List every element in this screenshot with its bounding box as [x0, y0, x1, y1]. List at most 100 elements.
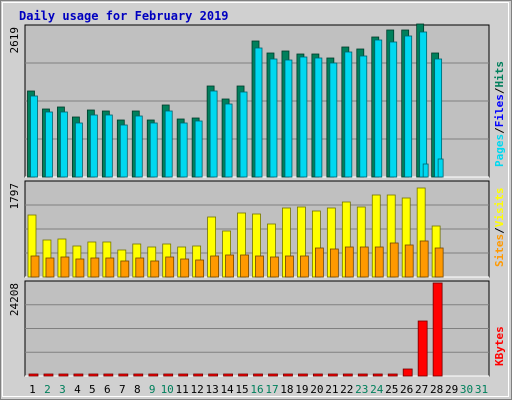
bar-files-day-15: [239, 91, 248, 178]
bar-files-day-25: [389, 41, 398, 178]
bar-pages-day-27: [422, 163, 429, 178]
bar-kbytes-day-13: [208, 373, 219, 377]
bar-sites-day-8: [135, 257, 145, 278]
x-tick-label: 23: [355, 383, 368, 396]
bar-kbytes-day-10: [163, 373, 174, 377]
bar-sites-day-15: [240, 254, 249, 278]
bar-sites-day-10: [165, 256, 175, 278]
bar-kbytes-day-2: [43, 373, 54, 377]
x-tick-label: 13: [205, 383, 218, 396]
bar-files-day-22: [344, 51, 353, 178]
legend-entry: Pages: [493, 134, 506, 167]
legend-entry: /: [493, 227, 506, 234]
panel-max-label: 2619: [8, 27, 21, 54]
x-tick-label: 25: [385, 383, 398, 396]
bar-kbytes-day-21: [327, 373, 338, 377]
x-tick-label: 18: [280, 383, 293, 396]
bar-sites-day-2: [45, 257, 55, 278]
bar-sites-day-5: [90, 257, 100, 278]
x-tick-label: 29: [445, 383, 458, 396]
bar-files-day-13: [209, 90, 218, 178]
bar-files-day-4: [75, 122, 83, 178]
x-tick-label: 11: [176, 383, 189, 396]
x-tick-label: 4: [74, 383, 81, 396]
legend-entry: Visits: [493, 188, 506, 228]
x-tick-label: 24: [370, 383, 384, 396]
bar-kbytes-day-9: [148, 373, 159, 377]
bar-sites-day-7: [120, 260, 130, 278]
bar-files-day-21: [329, 62, 338, 178]
x-tick-label: 30: [460, 383, 473, 396]
series-kbytes: [28, 282, 443, 377]
bar-sites-day-3: [60, 256, 70, 278]
x-tick-label: 27: [415, 383, 428, 396]
panel-kbytes: 24208 KBytes: [8, 280, 506, 377]
bar-kbytes-day-1: [28, 373, 39, 377]
bar-sites-day-18: [285, 255, 294, 278]
panel-legend: Sites/Visits: [493, 188, 506, 268]
x-tick-label: 22: [340, 383, 353, 396]
bar-files-day-16: [254, 47, 263, 178]
bar-kbytes-day-24: [372, 373, 383, 377]
x-tick-label: 6: [104, 383, 111, 396]
bar-sites-day-14: [225, 254, 234, 278]
x-tick-label: 20: [310, 383, 323, 396]
bar-files-day-17: [269, 58, 278, 178]
series-pages: [422, 158, 444, 178]
bar-sites-day-22: [344, 246, 354, 278]
bar-kbytes-day-26: [402, 368, 413, 377]
bar-files-day-1: [30, 95, 38, 178]
bar-files-day-7: [119, 124, 128, 178]
bar-sites-day-17: [270, 256, 279, 278]
bar-files-day-6: [104, 114, 113, 178]
bar-files-day-10: [164, 110, 173, 178]
bar-kbytes-day-3: [58, 373, 69, 377]
bar-kbytes-day-18: [283, 373, 293, 377]
bar-sites-day-1: [30, 255, 40, 278]
bar-sites-day-16: [255, 255, 264, 278]
bar-sites-day-23: [359, 246, 369, 278]
bar-kbytes-day-6: [103, 373, 114, 377]
bar-files-day-23: [359, 55, 368, 178]
series-sites: [30, 240, 444, 278]
x-tick-label: 15: [235, 383, 248, 396]
bar-kbytes-day-8: [133, 373, 144, 377]
bar-sites-day-19: [300, 255, 309, 278]
bar-kbytes-day-20: [312, 373, 323, 377]
frame-inner: [2, 2, 509, 397]
chart-panels: 2619Pages/Files/Hits1797Sites/Visits2420…: [8, 23, 506, 377]
series-files: [30, 31, 443, 178]
panel-legend: KBytes: [493, 326, 506, 366]
bar-files-day-18: [284, 59, 293, 178]
bar-kbytes-day-16: [253, 373, 263, 377]
bar-files-day-12: [194, 120, 203, 178]
x-tick-label: 9: [149, 383, 156, 396]
x-tick-label: 7: [119, 383, 126, 396]
bar-sites-day-25: [389, 242, 399, 278]
legend-entry: Files: [493, 94, 506, 127]
bar-sites-day-20: [314, 247, 324, 278]
bar-sites-day-13: [210, 255, 220, 278]
bar-sites-day-24: [374, 246, 384, 278]
panel-max-label: 24208: [8, 283, 21, 316]
bar-kbytes-day-12: [193, 373, 204, 377]
bar-kbytes-day-27: [417, 320, 428, 377]
x-tick-label: 14: [220, 383, 234, 396]
panel-visits-sites: 1797 Sites/Visits: [8, 180, 506, 278]
bar-kbytes-day-19: [298, 373, 308, 377]
bar-sites-day-12: [195, 259, 205, 278]
bar-pages-day-28: [437, 158, 444, 178]
bar-sites-day-4: [75, 258, 85, 278]
bar-files-day-14: [224, 103, 233, 178]
x-tick-label: 19: [295, 383, 308, 396]
x-tick-label: 16: [250, 383, 263, 396]
bar-sites-day-11: [180, 258, 190, 278]
x-tick-label: 8: [134, 383, 141, 396]
legend-entry: Hits: [493, 61, 506, 88]
bar-files-day-19: [299, 56, 308, 178]
bar-sites-day-6: [105, 257, 115, 278]
bar-kbytes-day-17: [268, 373, 278, 377]
bar-sites-day-28: [434, 247, 444, 278]
